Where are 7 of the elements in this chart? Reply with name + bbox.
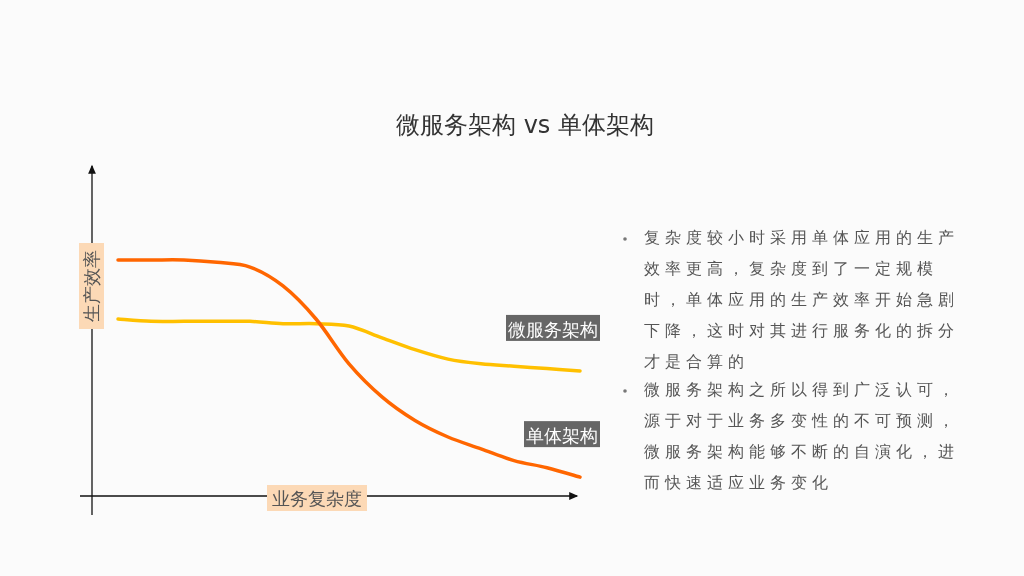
y-axis-title: 生产效率: [81, 250, 102, 322]
series-label: 微服务架构: [508, 318, 598, 340]
series-label: 单体架构: [526, 425, 598, 447]
text: 微服务架构之所以得到广泛认可，源于对于业务多变性的不可预测，微服务架构能够不断的自演化，进而快速适应业务变化: [644, 379, 960, 494]
chart-title: 微服务架构 vs 单体架构: [396, 111, 654, 139]
text: 复杂度较小时采用单体应用的生产效率更高，复杂度到了一定规模时，单体应用的生产效率开始急剧下降，这时对其进行服务化的拆分才是合算的: [644, 227, 960, 373]
x-axis-title: 业务复杂度: [272, 488, 362, 509]
